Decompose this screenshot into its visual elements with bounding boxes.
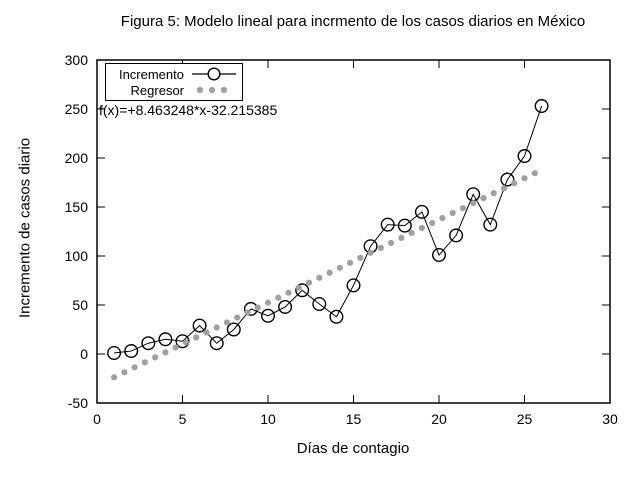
incremento-point bbox=[278, 299, 293, 314]
dot-icon bbox=[208, 86, 216, 94]
dot-icon bbox=[196, 86, 204, 94]
regresor-dot bbox=[490, 190, 497, 197]
fit-equation-label: f(x)=+8.463248*x-32.215385 bbox=[99, 102, 278, 118]
dot-icon bbox=[220, 86, 228, 94]
incremento-point bbox=[500, 172, 515, 187]
regresor-dot bbox=[111, 374, 118, 381]
regresor-dot bbox=[521, 175, 528, 182]
regresor-dot bbox=[357, 254, 364, 261]
regresor-dot bbox=[182, 339, 190, 346]
regresor-dot bbox=[254, 304, 261, 311]
regresor-dot bbox=[234, 314, 241, 321]
x-axis-label: Días de contagio bbox=[296, 440, 410, 457]
incremento-point bbox=[380, 217, 395, 232]
legend-label-regresor: Regresor bbox=[130, 82, 184, 98]
open-circle-icon bbox=[207, 67, 221, 81]
regresor-dot bbox=[418, 224, 425, 232]
regresor-dot bbox=[449, 209, 456, 217]
incremento-point bbox=[329, 309, 344, 324]
regresor-dot bbox=[480, 195, 487, 202]
x-tick-label: 10 bbox=[260, 411, 276, 427]
incremento-point bbox=[261, 308, 276, 323]
regresor-dot bbox=[203, 329, 210, 336]
regresor-dot bbox=[152, 354, 159, 361]
regresor-dot bbox=[439, 214, 446, 222]
regresor-dot bbox=[305, 279, 313, 286]
x-tick-label: 25 bbox=[517, 411, 533, 427]
legend-item-regresor: Regresor bbox=[109, 82, 239, 98]
legend-label-incremento: Incremento bbox=[118, 66, 184, 82]
incremento-point bbox=[534, 99, 549, 114]
regresor-dot bbox=[500, 185, 508, 192]
incremento-point bbox=[397, 218, 412, 233]
incremento-point bbox=[158, 332, 173, 347]
regresor-dot bbox=[408, 229, 415, 237]
regresor-dot bbox=[316, 274, 323, 281]
y-tick-label: 150 bbox=[65, 199, 89, 215]
legend: Incremento Regresor bbox=[105, 63, 243, 101]
regresor-dot bbox=[295, 284, 302, 291]
incremento-point bbox=[124, 344, 139, 359]
regresor-dot bbox=[121, 369, 128, 376]
incremento-point bbox=[312, 297, 327, 312]
x-tick-label: 5 bbox=[179, 411, 187, 427]
incremento-point bbox=[107, 346, 122, 361]
incremento-point bbox=[192, 318, 207, 333]
regresor-dot bbox=[388, 239, 395, 247]
regresor-dot bbox=[193, 334, 200, 341]
incremento-point bbox=[414, 204, 429, 219]
y-tick-label: 0 bbox=[80, 346, 88, 362]
line-open-circle-sample bbox=[192, 67, 236, 81]
y-tick-label: 50 bbox=[72, 297, 88, 313]
incremento-point bbox=[449, 228, 464, 243]
y-tick-label: 250 bbox=[65, 101, 89, 117]
incremento-point bbox=[295, 283, 310, 298]
incremento-point bbox=[432, 248, 447, 263]
incremento-point bbox=[517, 149, 532, 164]
gray-dots-sample bbox=[196, 86, 228, 94]
regresor-dot bbox=[398, 234, 405, 242]
chart-title: Figura 5: Modelo lineal para incrmento d… bbox=[120, 13, 586, 30]
incremento-point bbox=[209, 336, 224, 351]
regresor-dot bbox=[346, 259, 354, 266]
incremento-point bbox=[141, 336, 156, 351]
x-tick-label: 0 bbox=[93, 411, 101, 427]
x-tick-label: 20 bbox=[431, 411, 447, 427]
regresor-dot bbox=[264, 299, 272, 306]
regresor-dot bbox=[162, 349, 169, 356]
regresor-dot bbox=[367, 249, 374, 256]
y-tick-label: 300 bbox=[65, 52, 89, 68]
regresor-dot bbox=[131, 364, 138, 371]
y-tick-label: -50 bbox=[68, 395, 88, 411]
regresor-dot bbox=[244, 309, 251, 316]
regresor-dot bbox=[470, 200, 477, 207]
incremento-line bbox=[114, 105, 543, 354]
legend-item-incremento: Incremento bbox=[109, 66, 239, 82]
regresor-dot bbox=[285, 289, 292, 296]
regresor-dot bbox=[459, 204, 467, 212]
regresor-dot bbox=[336, 264, 343, 271]
incremento-point bbox=[483, 217, 498, 232]
regresor-dot bbox=[172, 344, 179, 351]
regresor-dot bbox=[429, 219, 436, 227]
incremento-point bbox=[346, 278, 361, 293]
regresor-dot bbox=[377, 244, 384, 251]
incremento-point bbox=[226, 322, 241, 337]
regresor-dot bbox=[275, 294, 282, 301]
regresor-dot bbox=[326, 269, 333, 276]
y-tick-label: 200 bbox=[65, 150, 89, 166]
incremento-point bbox=[175, 334, 190, 349]
y-tick-label: 100 bbox=[65, 248, 89, 264]
regresor-dot bbox=[223, 319, 231, 326]
regresor-dot bbox=[141, 359, 148, 366]
x-tick-label: 30 bbox=[602, 411, 618, 427]
regresor-dot bbox=[531, 170, 538, 177]
regresor-dot bbox=[213, 324, 220, 331]
regresor-dot bbox=[511, 180, 518, 187]
x-tick-label: 15 bbox=[346, 411, 362, 427]
